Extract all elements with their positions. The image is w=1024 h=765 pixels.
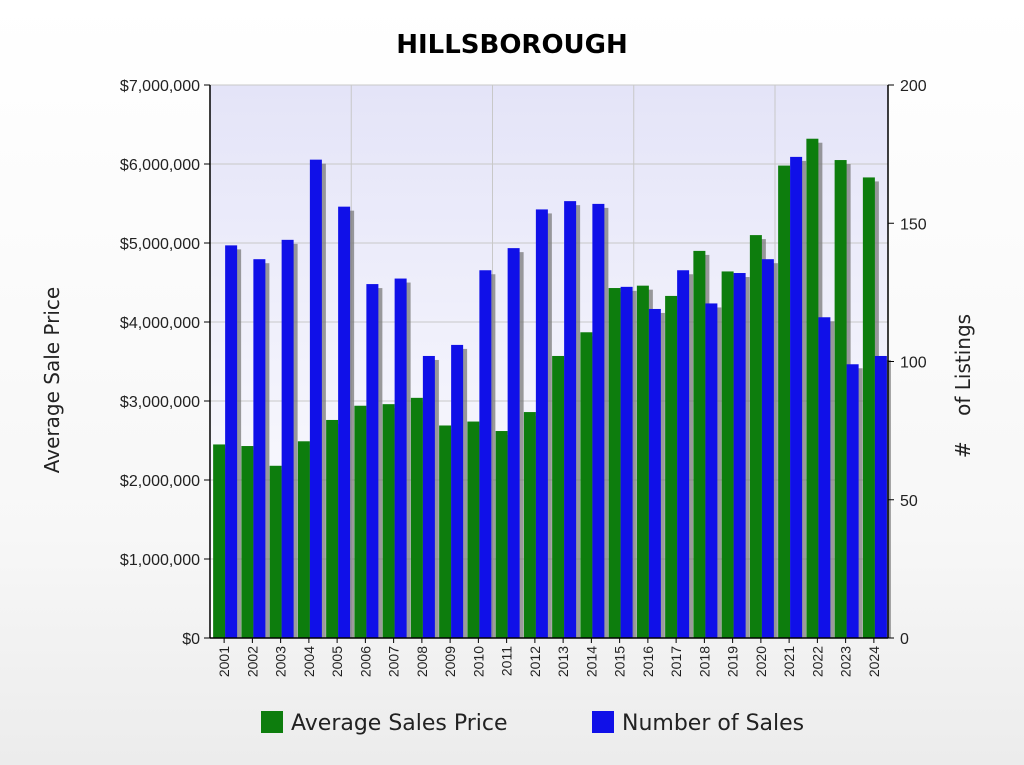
x-tick-label: 2018 xyxy=(696,646,712,677)
x-tick-label: 2006 xyxy=(357,646,373,677)
right-axis-ticks: 0 50 100 150 200 xyxy=(888,78,927,648)
bar-number-of-sales xyxy=(338,206,351,638)
bars xyxy=(213,138,891,639)
bar-number-of-sales xyxy=(677,270,690,638)
y-tick-label: $3,000,000 xyxy=(120,394,200,411)
bar-average-sales-price xyxy=(665,295,678,638)
bar-number-of-sales xyxy=(507,248,520,638)
bar-average-sales-price xyxy=(213,444,226,638)
bar-number-of-sales xyxy=(592,203,605,638)
bar-number-of-sales xyxy=(648,308,661,638)
y2-tick-label: 50 xyxy=(900,493,918,510)
bar-number-of-sales xyxy=(479,270,492,638)
bar-average-sales-price xyxy=(495,431,508,638)
bar-number-of-sales xyxy=(705,303,718,638)
bar-number-of-sales xyxy=(733,273,746,638)
bar-number-of-sales xyxy=(761,259,774,638)
bar-number-of-sales xyxy=(309,159,322,638)
x-tick-label: 2017 xyxy=(668,646,684,677)
x-tick-label: 2005 xyxy=(329,646,345,677)
y2-tick-label: 200 xyxy=(900,78,927,95)
bar-average-sales-price xyxy=(269,465,282,638)
x-tick-label: 2013 xyxy=(555,646,571,677)
bar-average-sales-price xyxy=(354,405,367,638)
x-tick-label: 2019 xyxy=(725,646,741,677)
x-tick-label: 2012 xyxy=(527,646,543,677)
left-axis-ticks: $0 $1,000,000 $2,000,000 $3,000,000 $4,000,0… xyxy=(120,78,210,648)
bar-average-sales-price xyxy=(608,288,621,638)
y-tick-label: $1,000,000 xyxy=(120,552,200,569)
bar-number-of-sales xyxy=(818,317,831,638)
x-tick-label: 2022 xyxy=(809,646,825,677)
bar-average-sales-price xyxy=(834,160,847,639)
x-tick-label: 2015 xyxy=(612,646,628,677)
bar-average-sales-price xyxy=(693,250,706,638)
chart-title: HILLSBOROUGH xyxy=(396,30,628,60)
x-tick-label: 2014 xyxy=(583,646,599,677)
bar-average-sales-price xyxy=(382,404,395,638)
y-tick-label: $6,000,000 xyxy=(120,157,200,174)
bar-number-of-sales xyxy=(451,344,464,638)
bar-number-of-sales xyxy=(874,355,887,638)
x-tick-label: 2001 xyxy=(216,646,232,677)
legend-label-price: Average Sales Price xyxy=(291,711,508,736)
bar-average-sales-price xyxy=(862,177,875,638)
bar-number-of-sales xyxy=(535,209,548,639)
x-tick-label: 2023 xyxy=(838,646,854,677)
y-tick-label: $5,000,000 xyxy=(120,236,200,253)
bar-average-sales-price xyxy=(410,397,423,638)
legend: Average Sales Price Number of Sales xyxy=(261,711,804,736)
y-tick-label: $2,000,000 xyxy=(120,473,200,490)
y-tick-label: $0 xyxy=(182,631,200,648)
x-tick-label: 2010 xyxy=(470,646,486,677)
legend-label-sales: Number of Sales xyxy=(622,711,804,736)
legend-swatch-price xyxy=(261,711,283,733)
bar-number-of-sales xyxy=(846,364,859,638)
bar-number-of-sales xyxy=(253,259,266,638)
bar-average-sales-price xyxy=(523,412,536,638)
bar-average-sales-price xyxy=(241,446,254,638)
x-tick-label: 2009 xyxy=(442,646,458,677)
bar-average-sales-price xyxy=(636,285,649,638)
bar-average-sales-price xyxy=(552,355,565,638)
bar-average-sales-price xyxy=(580,332,593,638)
bar-average-sales-price xyxy=(326,419,339,638)
y2-tick-label: 100 xyxy=(900,355,927,372)
legend-swatch-sales xyxy=(592,711,614,733)
bar-average-sales-price xyxy=(297,441,310,638)
bar-number-of-sales xyxy=(394,278,407,638)
bar-number-of-sales xyxy=(790,156,803,638)
y2-tick-label: 150 xyxy=(900,216,927,233)
bar-number-of-sales xyxy=(564,201,577,638)
bar-number-of-sales xyxy=(620,286,633,638)
y2-tick-label: 0 xyxy=(900,631,909,648)
bar-number-of-sales xyxy=(281,239,294,638)
x-tick-label: 2021 xyxy=(781,646,797,677)
x-tick-label: 2016 xyxy=(640,646,656,677)
bar-average-sales-price xyxy=(721,271,734,638)
x-tick-label: 2020 xyxy=(753,646,769,677)
x-tick-label: 2008 xyxy=(414,646,430,677)
y-axis-title: Average Sale Price xyxy=(40,287,64,473)
x-tick-label: 2011 xyxy=(499,646,515,676)
x-tick-label: 2004 xyxy=(301,646,317,677)
x-tick-label: 2007 xyxy=(386,646,402,677)
y-tick-label: $4,000,000 xyxy=(120,315,200,332)
bar-average-sales-price xyxy=(467,421,480,638)
x-tick-label: 2003 xyxy=(273,646,289,677)
bar-average-sales-price xyxy=(778,165,791,638)
y2-axis-title: # of Listings xyxy=(951,314,975,458)
x-tick-label: 2024 xyxy=(866,646,882,677)
bar-average-sales-price xyxy=(439,425,452,638)
bar-number-of-sales xyxy=(225,245,238,638)
bar-average-sales-price xyxy=(749,235,762,638)
y-tick-label: $7,000,000 xyxy=(120,78,200,95)
x-tick-label: 2002 xyxy=(244,646,260,677)
x-axis-ticks: 2001 2002 2003 2004 2005 2006 2007 2008 2009 2010… xyxy=(216,638,882,677)
bar-number-of-sales xyxy=(422,355,435,638)
bar-average-sales-price xyxy=(806,138,819,638)
bar-number-of-sales xyxy=(366,284,379,638)
